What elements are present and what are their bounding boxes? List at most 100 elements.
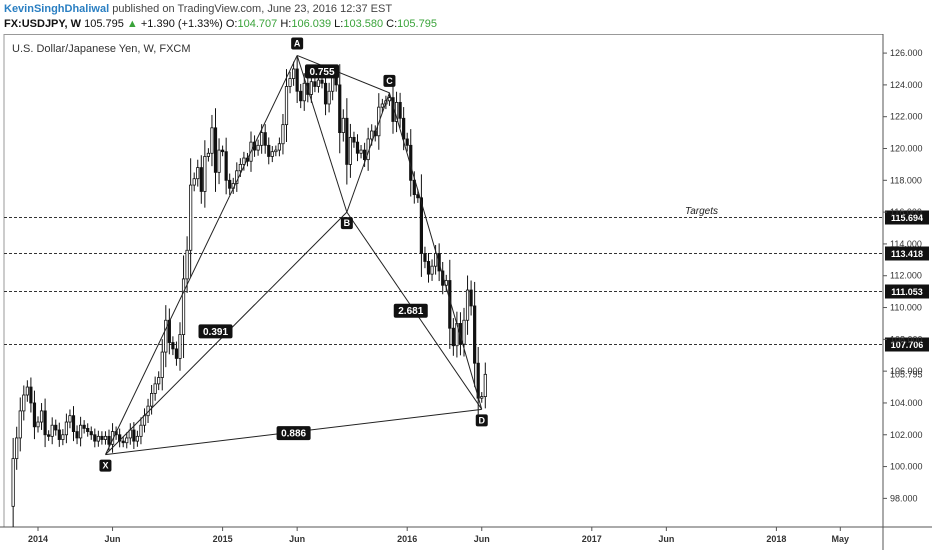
candle-body	[164, 319, 168, 353]
candle-body	[380, 103, 384, 108]
candle-body	[462, 319, 466, 345]
candle-body	[288, 78, 292, 87]
candle-body	[352, 136, 356, 143]
candle-body	[260, 132, 264, 146]
candle-body	[25, 386, 29, 396]
candle-body	[473, 305, 477, 364]
candle-body	[82, 424, 86, 429]
target-price-box	[885, 210, 929, 225]
candle-body	[157, 377, 161, 385]
low-value: 103.580	[343, 18, 384, 30]
candle-body	[153, 383, 157, 394]
candle-body	[210, 127, 214, 154]
candle-body	[22, 394, 26, 412]
candle-body	[15, 437, 19, 460]
candle-body	[213, 127, 218, 173]
candle-body	[107, 435, 111, 445]
candle-body	[181, 278, 186, 335]
price-tick-label: 102.000	[890, 430, 923, 440]
high-value: 106.039	[291, 18, 332, 30]
candle-body	[327, 90, 331, 105]
ratio-box	[276, 426, 311, 441]
point-label: B	[344, 218, 351, 228]
candle-body	[196, 167, 200, 180]
last-price: 105.795	[84, 18, 124, 30]
target-price-label: 115.694	[891, 213, 923, 223]
target-price-box	[885, 337, 929, 352]
candle-body	[178, 334, 182, 359]
candle-body	[480, 396, 484, 399]
candle-body	[132, 429, 136, 442]
candle-body	[323, 82, 328, 105]
price-tick-label: 104.000	[890, 398, 923, 408]
point-label: X	[102, 461, 108, 471]
candle-body	[316, 79, 321, 87]
candle-body	[423, 253, 427, 262]
pattern-point-labels: X A B C D	[99, 37, 488, 472]
price-chart[interactable]: U.S. Dollar/Japanese Yen, W, FXCM Target…	[0, 34, 932, 550]
candle-body	[320, 79, 324, 84]
time-tick-label: Jun	[105, 534, 121, 544]
target-levels: 115.694 113.418 111.053 107.706	[4, 210, 929, 352]
candle-body	[256, 144, 260, 151]
point-box	[291, 37, 304, 50]
time-tick-label: 2015	[213, 534, 233, 544]
published-text: published on TradingView.com, June 23, 2…	[112, 3, 393, 15]
candle-body	[89, 431, 93, 436]
candle-body	[281, 124, 285, 145]
candle-body	[149, 393, 154, 407]
candle-body	[29, 386, 33, 404]
candle-body	[277, 143, 282, 151]
price-tick-label: 98.000	[890, 493, 918, 503]
candle-body	[284, 86, 289, 126]
candle-body	[118, 434, 122, 442]
price-tick-label: 120.000	[890, 144, 923, 154]
author-link[interactable]: KevinSinghDhaliwal	[4, 3, 110, 15]
candle-body	[203, 156, 207, 192]
candle-body	[93, 434, 97, 442]
symbol-label: FX:USDJPY, W	[4, 18, 82, 30]
point-box	[99, 459, 112, 472]
candle-body	[309, 81, 313, 95]
candle-body	[64, 421, 68, 436]
candle-body	[302, 82, 306, 102]
point-box	[340, 217, 353, 230]
ratio-box	[198, 324, 233, 339]
point-label: D	[479, 415, 486, 425]
candle-body	[171, 342, 175, 350]
candle-body	[79, 424, 83, 439]
candle-body	[345, 117, 349, 165]
candle-body	[47, 434, 51, 437]
candle-body	[412, 179, 416, 196]
price-tick-label: 126.000	[890, 48, 923, 58]
target-price-label: 113.418	[891, 249, 923, 259]
fib-ratio-labels: 0.755 0.391 2.681 0.886	[198, 64, 428, 441]
close-label: C:	[386, 18, 398, 30]
candle-body	[238, 164, 242, 172]
candle-body	[71, 415, 76, 432]
candle-body	[189, 184, 193, 251]
ratio-label: 0.755	[309, 67, 334, 78]
candle-body	[96, 435, 100, 442]
point-label: A	[294, 38, 301, 48]
target-price-box	[885, 284, 929, 299]
candle-body	[217, 149, 221, 173]
time-tick-label: Jun	[658, 534, 674, 544]
candle-body	[387, 97, 392, 102]
open-value: 104.707	[237, 18, 278, 30]
candle-body	[220, 149, 225, 153]
pattern-leg-ac	[296, 55, 390, 94]
candle-body	[469, 289, 473, 307]
open-label: O:	[225, 18, 238, 30]
price-tick-label: 116.000	[890, 207, 922, 217]
candle-body	[39, 410, 44, 423]
time-tick-label: Jun	[474, 534, 490, 544]
candle-body	[263, 132, 267, 146]
price-tick-label: 106.000	[890, 366, 923, 376]
candle-body	[242, 157, 246, 165]
price-tick-label: 108.000	[890, 334, 923, 344]
candle-body	[430, 265, 434, 275]
time-tick-label: 2018	[766, 534, 786, 544]
candle-body	[68, 415, 72, 423]
price-tick-label: 122.000	[890, 112, 923, 122]
